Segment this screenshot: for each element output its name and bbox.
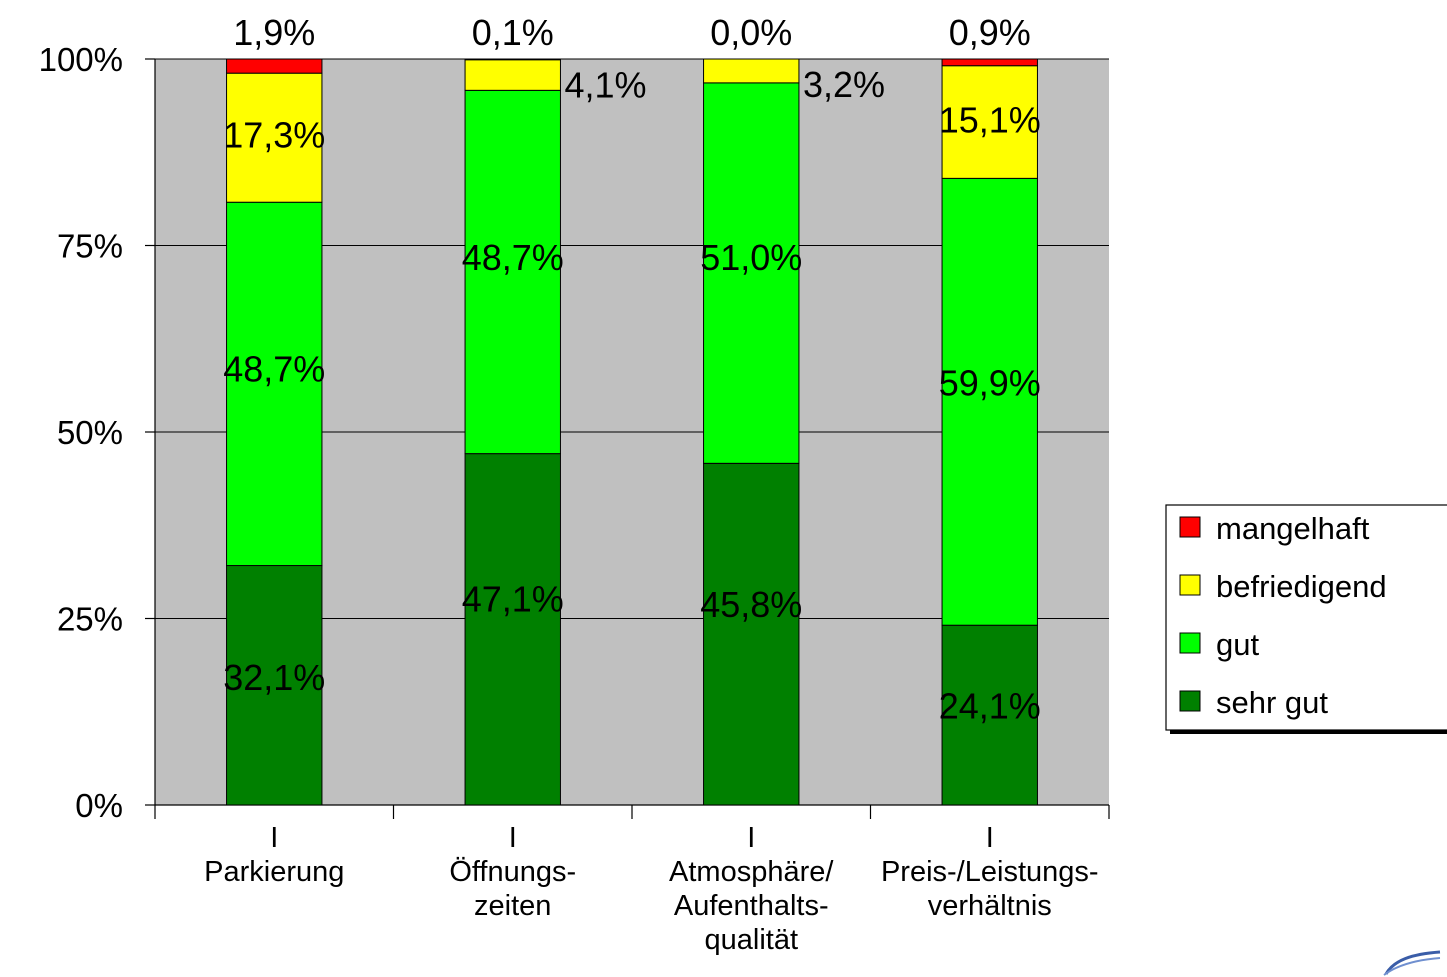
- category-label: Öffnungs-: [449, 856, 576, 888]
- data-label-sehr-gut: 24,1%: [939, 686, 1041, 727]
- y-tick-label: 50%: [57, 414, 123, 451]
- y-tick-label: 100%: [39, 41, 123, 78]
- bar-segment-sehr-gut: [703, 462, 800, 806]
- category-mark: I: [986, 822, 994, 854]
- category-label: Preis-/Leistungs-: [881, 856, 1099, 888]
- bar-segment-befriedigend: [941, 65, 1038, 179]
- category-mark: I: [270, 822, 278, 854]
- data-label-sehr-gut: 45,8%: [700, 584, 802, 625]
- data-label-befriedigend: 4,1%: [564, 65, 646, 106]
- legend-swatch: [1179, 632, 1201, 654]
- logo-fragment-icon: [1383, 950, 1441, 976]
- legend-label: mangelhaft: [1216, 511, 1370, 546]
- category-mark: I: [747, 822, 755, 854]
- data-label-befriedigend: 15,1%: [939, 99, 1041, 140]
- category-label: Aufenthalts-: [674, 890, 829, 922]
- bar-segment-mangelhaft: [464, 58, 561, 61]
- legend-label: gut: [1216, 627, 1259, 662]
- bar-segment-befriedigend: [464, 59, 561, 91]
- bar-segment-gut: [941, 177, 1038, 626]
- category-mark: I: [509, 822, 517, 854]
- legend-swatch: [1179, 690, 1201, 712]
- category-label: zeiten: [474, 890, 551, 922]
- data-label-befriedigend: 3,2%: [803, 64, 885, 105]
- legend-box: [1165, 504, 1447, 731]
- data-label-befriedigend: 17,3%: [223, 114, 325, 155]
- data-label-sehr-gut: 47,1%: [462, 579, 564, 620]
- category-label: Parkierung: [204, 856, 344, 888]
- data-label-gut: 51,0%: [700, 237, 802, 278]
- axes: 0%25%50%75%100%IParkierungIÖffnungs-zeit…: [39, 41, 1110, 956]
- category-label: verhältnis: [928, 890, 1052, 922]
- bar-segment-mangelhaft: [941, 58, 1038, 67]
- data-label-mangelhaft: 0,0%: [710, 12, 792, 53]
- bar-segment-mangelhaft: [226, 58, 323, 74]
- y-tick-label: 75%: [57, 228, 123, 265]
- data-label-gut: 59,9%: [939, 362, 1041, 403]
- y-tick-label: 0%: [75, 787, 123, 824]
- data-labels: 32,1% 48,7% 17,3% 1,9% 47,1% 48,7% 4,1%0,1% 45,…: [223, 12, 1041, 727]
- bar-segment-befriedigend: [703, 58, 800, 84]
- bar-segment-sehr-gut: [941, 624, 1038, 806]
- bar-segment-befriedigend: [226, 72, 323, 203]
- data-label-gut: 48,7%: [462, 237, 564, 278]
- bar-segment-gut: [703, 82, 800, 464]
- category-label: qualität: [704, 924, 798, 956]
- data-label-gut: 48,7%: [223, 349, 325, 390]
- data-label-sehr-gut: 32,1%: [223, 657, 325, 698]
- bar-segment-sehr-gut: [226, 565, 323, 806]
- bar-segment-gut: [226, 201, 323, 567]
- legend: mangelhaft befriedigend gut sehr gut: [1165, 504, 1447, 734]
- legend-swatch: [1179, 574, 1201, 596]
- y-tick-label: 25%: [57, 601, 123, 638]
- data-label-mangelhaft: 0,1%: [472, 12, 554, 53]
- category-label: Atmosphäre/: [669, 856, 834, 888]
- legend-label: sehr gut: [1216, 685, 1328, 720]
- bars: [226, 58, 1038, 806]
- bar-segment-sehr-gut: [464, 453, 561, 806]
- data-label-mangelhaft: 0,9%: [949, 12, 1031, 53]
- legend-label: befriedigend: [1216, 569, 1387, 604]
- legend-swatch: [1179, 516, 1201, 538]
- data-label-mangelhaft: 1,9%: [233, 12, 315, 53]
